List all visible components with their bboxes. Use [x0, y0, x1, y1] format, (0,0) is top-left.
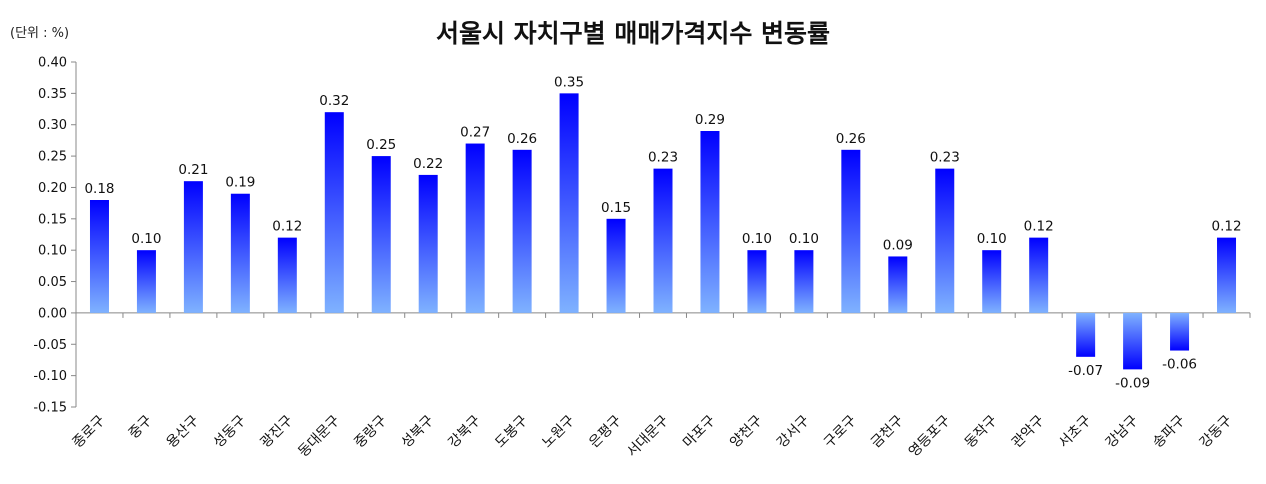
category-label: 강북구: [445, 412, 484, 451]
data-label: 0.32: [319, 93, 349, 109]
category-label: 마포구: [680, 412, 719, 451]
bar-관악구: [1029, 237, 1049, 313]
category-label: 도봉구: [492, 412, 531, 451]
bar-서대문구: [653, 168, 673, 313]
y-tick-label: 0.35: [38, 87, 67, 102]
data-label: 0.26: [507, 131, 537, 147]
data-label: -0.09: [1115, 375, 1150, 391]
bar-용산구: [183, 181, 203, 313]
bar-강남구: [1123, 312, 1143, 370]
bar-강동구: [1217, 237, 1237, 313]
bar-양천구: [747, 250, 767, 313]
category-label: 노원구: [539, 412, 578, 451]
data-label: 0.18: [84, 181, 114, 197]
y-tick-label: -0.15: [33, 401, 67, 416]
data-label: -0.06: [1162, 357, 1197, 373]
category-label: 동작구: [962, 412, 1001, 451]
data-label: 0.35: [554, 74, 584, 90]
data-label: 0.15: [601, 200, 631, 216]
data-label: 0.10: [977, 231, 1007, 247]
category-label: 영등포구: [906, 412, 954, 460]
bar-마포구: [700, 131, 720, 313]
unit-label: (단위 : %): [10, 26, 70, 41]
bar-중랑구: [371, 156, 391, 313]
data-label: 0.09: [883, 237, 913, 253]
y-tick-label: 0.00: [38, 306, 67, 321]
category-label: 구로구: [821, 412, 860, 451]
bar-성북구: [418, 174, 438, 313]
bar-영등포구: [935, 168, 955, 313]
bar-강북구: [465, 143, 485, 313]
category-label: 성북구: [398, 412, 437, 451]
category-label: 강남구: [1103, 412, 1142, 451]
y-tick-label: 0.10: [38, 244, 67, 259]
data-label: 0.12: [272, 219, 302, 235]
data-label: 0.23: [930, 150, 960, 166]
bar-광진구: [277, 237, 297, 313]
bar-종로구: [89, 200, 109, 313]
data-label: 0.21: [178, 162, 208, 178]
data-label: 0.10: [789, 231, 819, 247]
y-tick-label: 0.25: [38, 150, 67, 165]
bar-구로구: [841, 149, 861, 313]
axes: 0.40 0.35 0.30 0.25 0.20 0.15 0.10 0.05 0.00 -0.0…: [33, 56, 1251, 416]
category-label: 중랑구: [351, 412, 390, 451]
bar-성동구: [230, 193, 250, 313]
data-label: 0.22: [413, 156, 443, 172]
data-label: 0.19: [225, 175, 255, 191]
category-label: 금천구: [868, 412, 907, 451]
bar-강서구: [794, 250, 814, 313]
y-tick-label: 0.20: [38, 181, 67, 196]
data-label: 0.12: [1024, 219, 1054, 235]
data-label: 0.25: [366, 137, 396, 153]
bar-중구: [136, 250, 156, 313]
category-label: 강서구: [774, 412, 813, 451]
y-tick-label: 0.30: [38, 118, 67, 133]
y-tick-label: -0.10: [33, 369, 67, 384]
category-label: 은평구: [586, 412, 625, 451]
y-tick-label: 0.15: [38, 212, 67, 227]
bar-도봉구: [512, 149, 532, 313]
data-label: 0.10: [131, 231, 161, 247]
data-label: 0.29: [695, 112, 725, 128]
chart-title: 서울시 자치구별 매매가격지수 변동률: [435, 19, 831, 48]
category-label: 강동구: [1197, 412, 1236, 451]
data-label: 0.27: [460, 125, 490, 141]
category-label: 서대문구: [624, 412, 672, 460]
data-label: 0.12: [1211, 219, 1241, 235]
bar-노원구: [559, 93, 579, 313]
category-label: 동대문구: [295, 412, 343, 460]
category-label: 성동구: [211, 412, 250, 451]
data-label: 0.23: [648, 150, 678, 166]
category-label: 양천구: [727, 412, 766, 451]
category-label: 광진구: [258, 412, 297, 451]
data-label: 0.10: [742, 231, 772, 247]
bar-금천구: [888, 256, 908, 313]
y-tick-label: -0.05: [33, 338, 67, 353]
bar-동대문구: [324, 112, 344, 313]
category-label: 송파구: [1150, 412, 1189, 451]
category-label: 관악구: [1009, 412, 1048, 451]
category-label: 종로구: [70, 412, 109, 451]
data-label: 0.26: [836, 131, 866, 147]
category-label: 서초구: [1056, 412, 1095, 451]
data-label: -0.07: [1068, 363, 1103, 379]
bar-서초구: [1076, 312, 1096, 357]
category-label: 중구: [126, 412, 156, 442]
y-tick-label: 0.40: [38, 56, 67, 71]
bars: [89, 93, 1237, 370]
bar-동작구: [982, 250, 1002, 313]
y-tick-label: 0.05: [38, 275, 67, 290]
bar-은평구: [606, 218, 626, 313]
bar-송파구: [1170, 312, 1190, 351]
category-label: 용산구: [164, 412, 203, 451]
